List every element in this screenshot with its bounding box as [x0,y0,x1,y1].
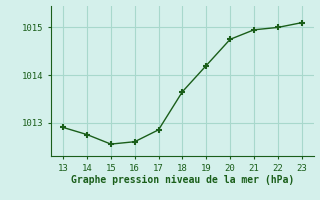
X-axis label: Graphe pression niveau de la mer (hPa): Graphe pression niveau de la mer (hPa) [71,175,294,185]
